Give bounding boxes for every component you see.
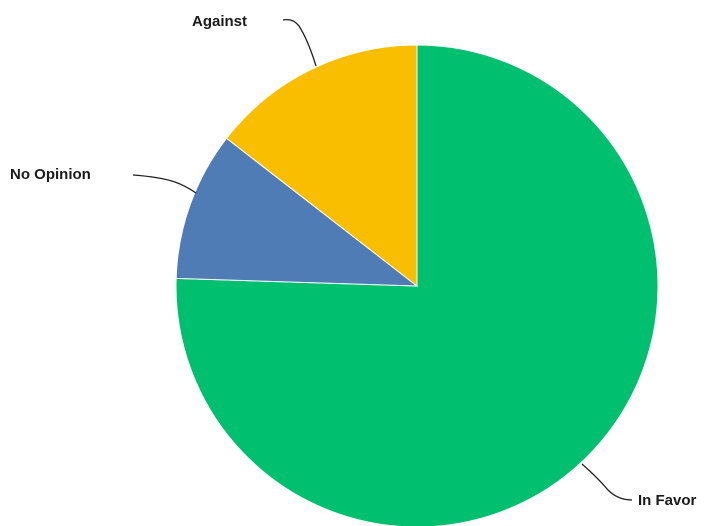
pie-slice-in-favor <box>175 44 659 526</box>
pie-slice-no-opinion <box>175 137 419 287</box>
leader-line-no-opinion <box>132 174 197 194</box>
leader-lines <box>132 18 633 501</box>
slice-label-against: Against <box>192 13 247 30</box>
slice-labels: In Favor No Opinion Against <box>10 13 697 509</box>
leader-line-against <box>282 18 317 67</box>
pie-slice-against <box>225 44 418 288</box>
pie-slices <box>175 44 659 526</box>
slice-label-no-opinion: No Opinion <box>10 166 91 183</box>
slice-label-in-favor: In Favor <box>638 492 697 509</box>
leader-line-in-favor <box>581 463 633 501</box>
